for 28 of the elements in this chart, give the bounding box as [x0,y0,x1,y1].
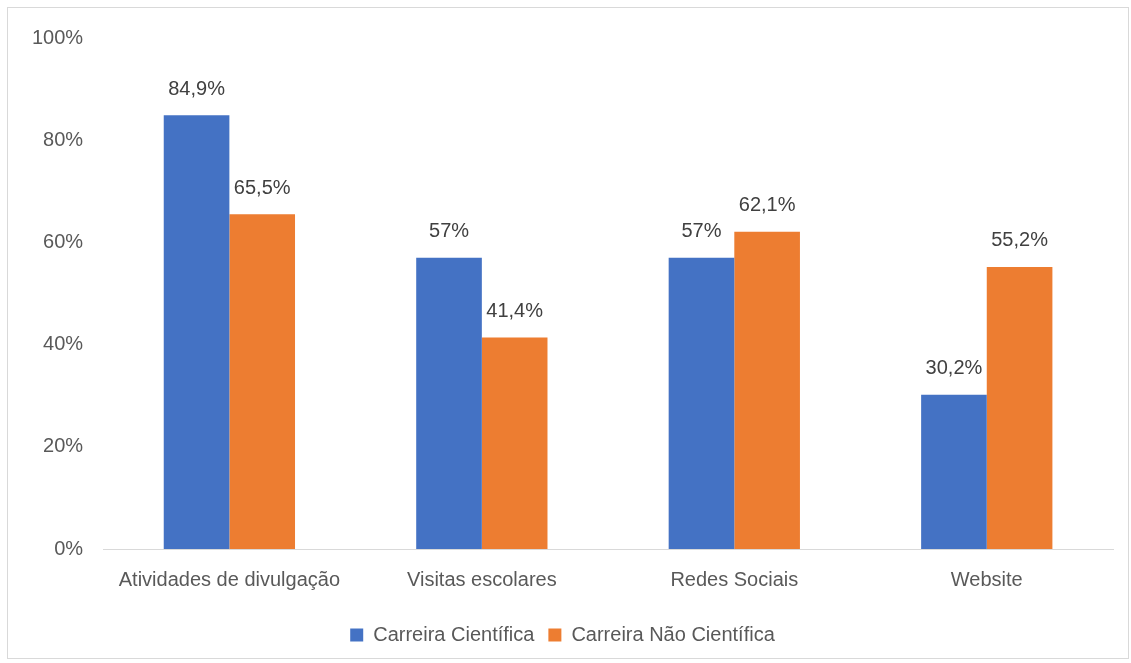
y-tick-label: 100% [32,25,84,48]
legend-label: Carreira Não Científica [571,622,776,645]
y-tick-label: 60% [43,229,84,252]
x-tick-label: Visitas escolares [406,567,557,590]
data-label: 84,9% [168,76,226,99]
bar [921,394,987,549]
bar [734,231,800,549]
legend-label: Carreira Científica [373,622,536,645]
x-tick-label: Website [950,567,1023,590]
x-tick-label: Atividades de divulgação [118,567,341,590]
bar [229,214,296,549]
data-label: 65,5% [233,175,291,198]
data-label: 57% [429,219,470,242]
y-tick-label: 0% [54,536,84,559]
bar [481,337,548,549]
bar [416,257,482,549]
data-label: 41,4% [486,298,544,321]
y-tick-label: 40% [43,332,84,355]
bar [986,266,1053,549]
data-label: 57% [681,219,722,242]
y-tick-label: 20% [43,434,84,457]
data-label: 30,2% [925,356,983,379]
data-label: 55,2% [991,228,1049,251]
x-tick-label: Redes Sociais [670,567,799,590]
data-label: 62,1% [738,193,796,216]
bar [668,257,735,549]
bar [163,115,230,549]
y-tick-label: 80% [43,127,84,150]
